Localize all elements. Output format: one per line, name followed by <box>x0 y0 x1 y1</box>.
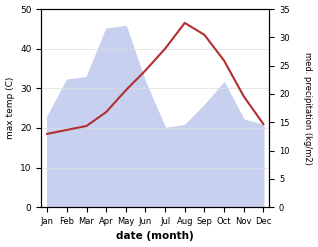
Y-axis label: med. precipitation (kg/m2): med. precipitation (kg/m2) <box>303 52 313 165</box>
Y-axis label: max temp (C): max temp (C) <box>5 77 15 139</box>
X-axis label: date (month): date (month) <box>116 231 194 242</box>
